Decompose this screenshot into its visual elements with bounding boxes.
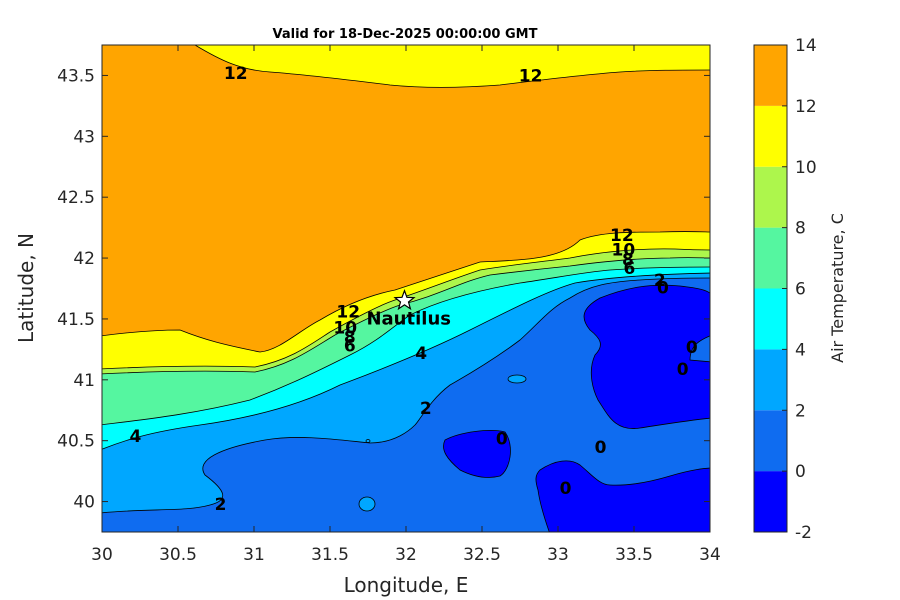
- colorbar-tick-label: 0: [795, 462, 806, 482]
- contour-label: 12: [336, 303, 360, 323]
- chart-title: Valid for 18-Dec-2025 00:00:00 GMT: [273, 27, 538, 42]
- x-tick-label: 32.5: [463, 545, 501, 565]
- y-tick-label: 42.5: [57, 188, 95, 208]
- colorbar-tick-label: 12: [795, 97, 817, 117]
- contour-label: 0: [496, 429, 508, 449]
- region-2-to-4-islet-3: [365, 439, 371, 443]
- x-axis-label: Longitude, E: [344, 573, 469, 597]
- colorbar-swatch: [754, 288, 787, 350]
- region-below-0-center: [443, 430, 511, 478]
- contour-label: 0: [686, 338, 698, 358]
- region-below-0-east: [583, 284, 710, 429]
- colorbar-swatch: [754, 166, 787, 228]
- colorbar-swatch: [754, 471, 787, 532]
- contour-label: 2: [215, 495, 227, 515]
- contour-label: 10: [333, 318, 357, 338]
- contour-label: 10: [612, 241, 636, 261]
- colorbar: -2 0 2 4 6 8 10 12 14 Air Temperature, C: [753, 36, 847, 543]
- station-marker: Nautilus: [366, 288, 451, 330]
- y-tick-label: 40.5: [57, 432, 95, 452]
- contour-label: 0: [560, 479, 572, 499]
- x-tick-label: 30: [91, 545, 113, 565]
- colorbar-swatch: [754, 227, 787, 289]
- x-axis-ticks: 30 30.5 31 31.5 32 32.5 33 33.5 34: [91, 45, 721, 565]
- x-tick-label: 30.5: [159, 545, 197, 565]
- contour-label: 6: [344, 337, 356, 357]
- contour-label: 12: [610, 226, 634, 246]
- colorbar-ticks: -2 0 2 4 6 8 10 12 14: [782, 36, 817, 543]
- y-tick-label: 43.5: [57, 66, 95, 86]
- colorbar-tick-label: 14: [795, 36, 817, 56]
- region-below-0-south: [535, 460, 710, 532]
- colorbar-swatches: [754, 45, 787, 532]
- contour-label: 4: [130, 427, 142, 447]
- contour-label: 2: [654, 271, 666, 291]
- x-tick-label: 31: [243, 545, 265, 565]
- colorbar-tick-label: 10: [795, 158, 817, 178]
- contour-label: 6: [624, 259, 636, 279]
- colorbar-tick-label: -2: [795, 523, 812, 543]
- x-tick-label: 34: [699, 545, 721, 565]
- y-tick-label: 41.5: [57, 310, 95, 330]
- contour-label: 12: [519, 66, 543, 86]
- colorbar-swatch: [754, 410, 787, 472]
- region-2-to-4-islet-1: [507, 374, 527, 384]
- contour-label: 0: [595, 438, 607, 458]
- colorbar-label: Air Temperature, C: [828, 213, 847, 363]
- region-above-14-ghost: [102, 45, 710, 88]
- x-tick-label: 33: [547, 545, 569, 565]
- contour-label: 0: [657, 278, 669, 298]
- contour-label: 0: [677, 360, 689, 380]
- contour-label: 8: [622, 250, 634, 270]
- contour-label: 4: [415, 344, 427, 364]
- y-tick-label: 42: [73, 249, 95, 269]
- contour-label: 8: [344, 328, 356, 348]
- colorbar-swatch: [754, 105, 787, 167]
- colorbar-tick-label: 4: [795, 340, 806, 360]
- y-axis-label: Latitude, N: [14, 233, 38, 343]
- region-12-to-14: [102, 45, 710, 353]
- station-star-icon: [393, 288, 416, 311]
- y-tick-label: 40: [73, 493, 95, 513]
- y-tick-label: 43: [73, 127, 95, 147]
- colorbar-swatch: [754, 45, 787, 106]
- x-tick-label: 33.5: [615, 545, 653, 565]
- x-tick-label: 31.5: [311, 545, 349, 565]
- colorbar-tick-label: 2: [795, 401, 806, 421]
- contour-label: 12: [224, 64, 248, 84]
- x-tick-label: 32: [395, 545, 417, 565]
- colorbar-tick-label: 6: [795, 280, 806, 300]
- region-2-to-4-islet-2: [358, 496, 376, 512]
- contour-label: 2: [420, 399, 432, 419]
- colorbar-swatch: [754, 349, 787, 411]
- y-tick-label: 41: [73, 371, 95, 391]
- colorbar-tick-label: 8: [795, 219, 806, 239]
- station-label: Nautilus: [366, 309, 451, 330]
